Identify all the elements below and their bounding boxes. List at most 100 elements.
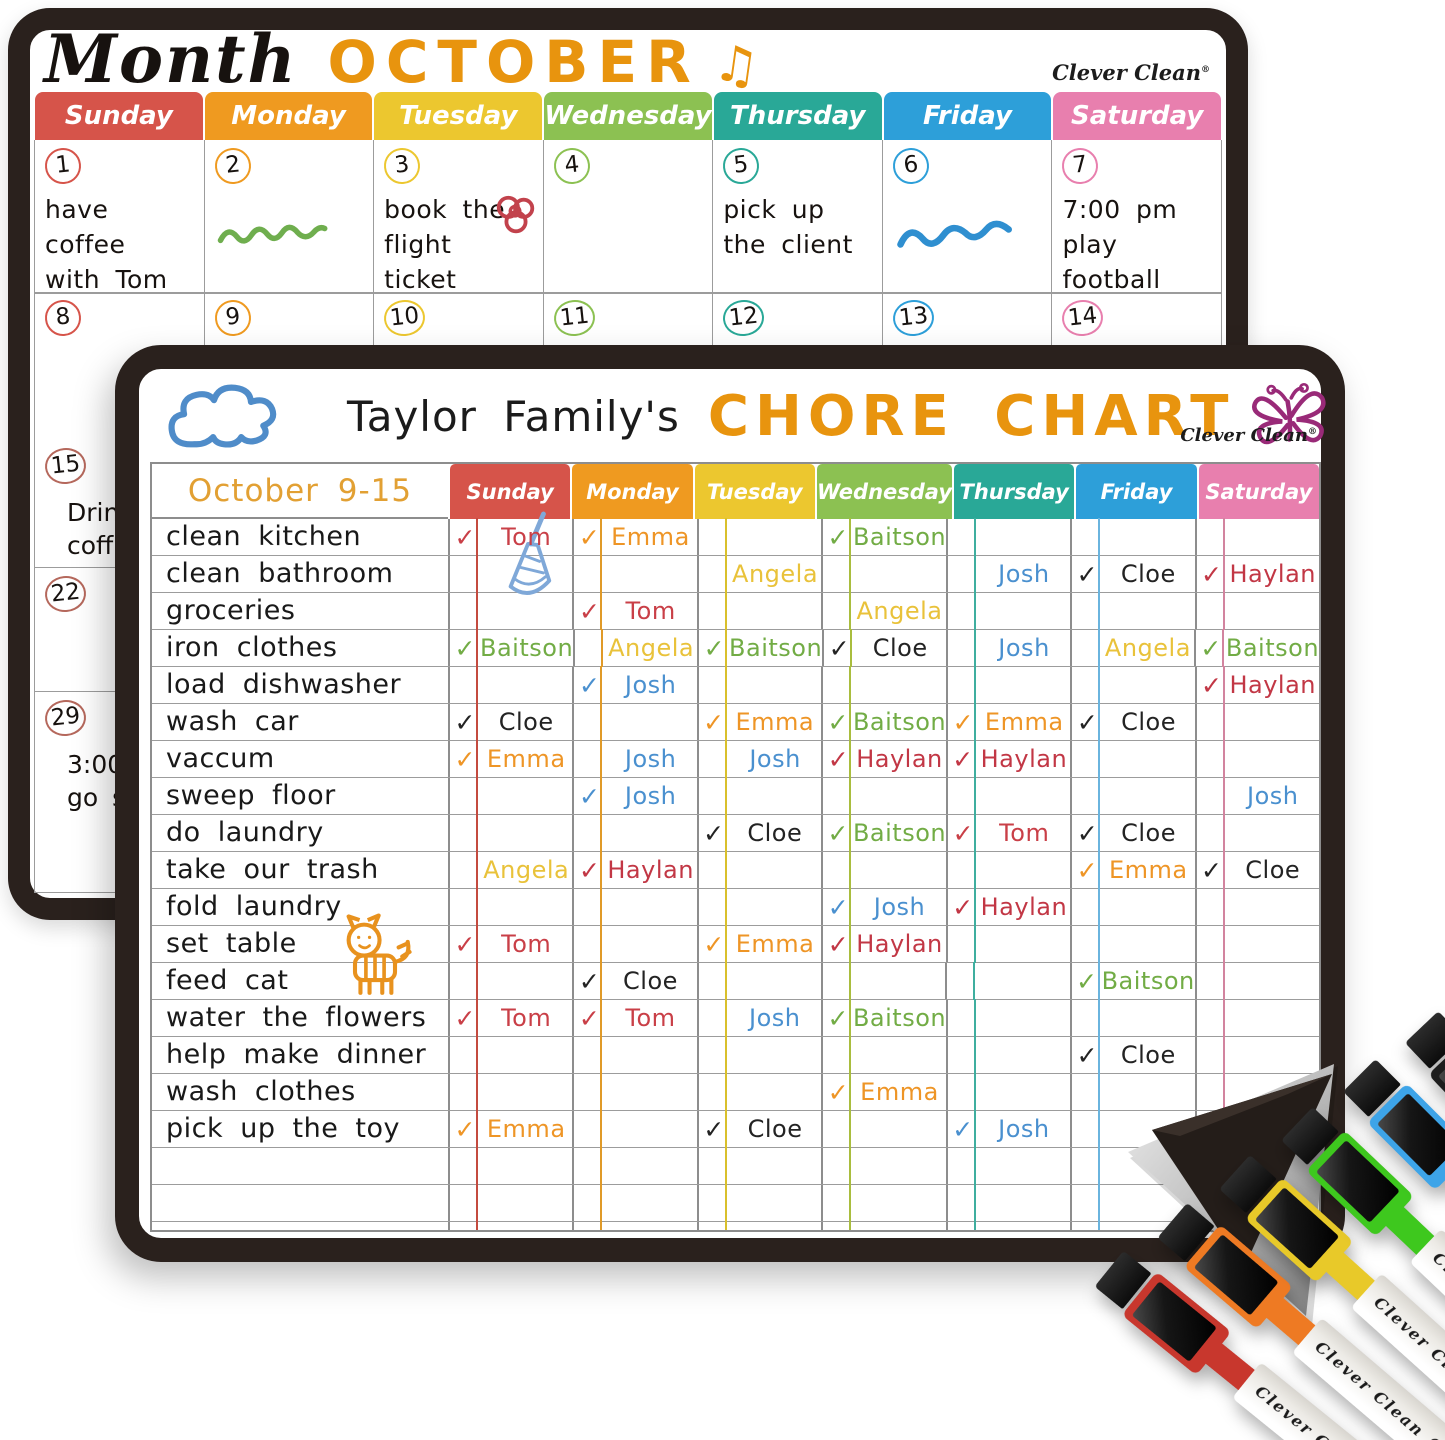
check-mark: ✓ bbox=[578, 1003, 600, 1033]
column-guide-line bbox=[724, 1221, 727, 1230]
column-guide-line bbox=[600, 592, 603, 630]
chore-cell bbox=[821, 1221, 945, 1230]
brand-name: Clever Clean bbox=[1052, 60, 1201, 85]
calendar-cell: 1 have coffee with Tom bbox=[34, 140, 204, 294]
check-mark: ✓ bbox=[454, 1003, 476, 1033]
column-guide-line bbox=[973, 777, 976, 815]
column-guide-line bbox=[600, 666, 603, 704]
check-mark: ✓ bbox=[578, 670, 600, 700]
chore-cell: ✓ Emma bbox=[448, 1110, 572, 1148]
column-guide-line bbox=[600, 999, 603, 1037]
check-mark: ✓ bbox=[454, 744, 476, 774]
assignee-name: Josh bbox=[749, 744, 801, 773]
check-mark: ✓ bbox=[1201, 559, 1222, 589]
check-mark: ✓ bbox=[952, 818, 974, 848]
chore-cell bbox=[572, 1221, 696, 1230]
chore-cell: ✓ Emma bbox=[572, 518, 696, 556]
assignee-name: Josh bbox=[624, 670, 677, 699]
chore-row: clean bathroom Angela Josh ✓ Cloe ✓ Haylan bbox=[152, 555, 1319, 593]
assignee-name: Baitson bbox=[480, 633, 574, 662]
assignee-name: Cloe bbox=[498, 707, 554, 736]
column-guide-line bbox=[600, 740, 603, 778]
column-guide-line bbox=[850, 629, 853, 667]
chore-cell: ✓ Tom bbox=[572, 999, 696, 1037]
chore-cell: ✓ Haylan bbox=[945, 888, 1070, 926]
chore-cell: ✓ Josh bbox=[572, 777, 696, 815]
column-guide-line bbox=[476, 1184, 478, 1222]
calendar-note: Drin coff bbox=[35, 496, 201, 562]
chore-row: feed cat ✓ Cloe ✓ Baitson bbox=[152, 962, 1319, 1000]
check-mark: ✓ bbox=[578, 596, 600, 626]
column-guide-line bbox=[476, 1221, 478, 1230]
column-guide-line bbox=[600, 1110, 603, 1148]
date-number: 3 bbox=[382, 146, 422, 186]
chore-cell bbox=[1194, 518, 1319, 556]
assignee-name: Angela bbox=[608, 633, 695, 662]
chore-cell bbox=[696, 1221, 821, 1230]
chore-cell bbox=[1070, 1221, 1194, 1230]
column-guide-line bbox=[600, 851, 603, 889]
check-mark: ✓ bbox=[827, 818, 849, 848]
column-guide-line bbox=[1222, 777, 1225, 815]
chore-cell bbox=[945, 1036, 1070, 1074]
column-guide-line bbox=[1098, 851, 1101, 889]
assignee-name: Haylan bbox=[607, 855, 694, 884]
chore-cell bbox=[448, 592, 572, 630]
chore-cell bbox=[1194, 925, 1319, 963]
chore-cell bbox=[945, 962, 1069, 1000]
chore-row: groceries ✓ Tom Angela bbox=[152, 592, 1319, 630]
column-guide-line bbox=[973, 1221, 976, 1230]
check-mark: ✓ bbox=[454, 633, 476, 663]
chore-cell bbox=[696, 592, 821, 630]
chore-cell bbox=[821, 777, 945, 815]
check-mark: ✓ bbox=[703, 818, 725, 848]
check-mark: ✓ bbox=[827, 1077, 849, 1107]
chore-cell bbox=[448, 962, 572, 1000]
date-number: 10 bbox=[382, 297, 428, 339]
column-guide-line bbox=[724, 1073, 727, 1111]
check-mark: ✓ bbox=[578, 966, 600, 996]
cloud-doodle-icon bbox=[168, 384, 277, 448]
column-guide-line bbox=[1222, 925, 1225, 963]
chore-cell bbox=[821, 1147, 945, 1185]
date-number: 13 bbox=[891, 297, 936, 339]
chore-cell bbox=[448, 1073, 572, 1111]
chore-cell bbox=[1194, 703, 1319, 741]
column-guide-line bbox=[1222, 814, 1225, 852]
day-header-label: Monday bbox=[586, 479, 679, 504]
calendar-cell: 7 7:00 pm play football bbox=[1051, 140, 1223, 294]
column-guide-line bbox=[1098, 1221, 1101, 1230]
column-guide-line bbox=[724, 1036, 727, 1074]
chore-cell: ✓ Cloe bbox=[1070, 1036, 1194, 1074]
chore-cell bbox=[572, 888, 696, 926]
column-guide-line bbox=[1222, 740, 1225, 778]
column-guide-line bbox=[724, 740, 727, 778]
assignee-name: Josh bbox=[873, 892, 926, 921]
chore-cell: ✓ Cloe bbox=[1070, 555, 1194, 593]
column-guide-line bbox=[1098, 518, 1101, 556]
column-guide-line bbox=[973, 925, 976, 963]
column-guide-line bbox=[1222, 1073, 1225, 1111]
chore-cell bbox=[1070, 925, 1194, 963]
column-guide-line bbox=[973, 740, 976, 778]
chore-cell bbox=[945, 592, 1070, 630]
calendar-day-header-row: Sunday Monday Tuesday Wednesday Thursday Frid… bbox=[34, 92, 1222, 140]
chore-cell: Angela bbox=[448, 851, 572, 889]
check-mark: ✓ bbox=[703, 929, 725, 959]
column-guide-line bbox=[476, 777, 478, 815]
chore-cell: ✓ Emma bbox=[448, 740, 572, 778]
check-mark: ✓ bbox=[454, 929, 476, 959]
day-header-sunday: Sunday bbox=[35, 92, 203, 140]
chore-cell bbox=[572, 703, 696, 741]
chore-cell bbox=[448, 555, 572, 593]
chore-row: wash car ✓ Cloe ✓ Emma ✓ Baitson ✓ Emma ✓ Cloe bbox=[152, 703, 1319, 741]
chore-cell: ✓ Haylan bbox=[821, 925, 945, 963]
chore-cell: ✓ Cloe bbox=[448, 703, 572, 741]
column-guide-line bbox=[973, 666, 976, 704]
chore-cell bbox=[1194, 592, 1319, 630]
check-mark: ✓ bbox=[578, 781, 600, 811]
chore-cell bbox=[1070, 592, 1194, 630]
chore-row: wash clothes ✓ Emma bbox=[152, 1073, 1319, 1111]
assignee-name: Emma bbox=[1109, 855, 1188, 884]
column-guide-line bbox=[849, 888, 852, 926]
